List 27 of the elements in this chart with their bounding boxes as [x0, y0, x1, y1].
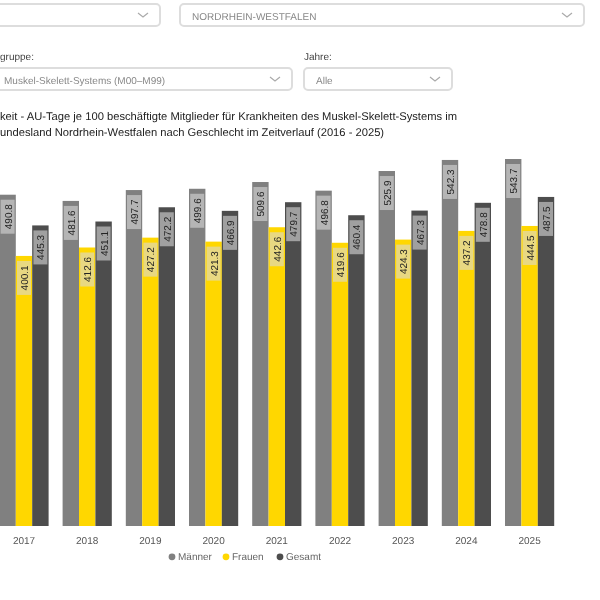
bar	[79, 247, 96, 526]
bar	[395, 239, 412, 526]
bar	[458, 230, 475, 526]
bar	[189, 188, 206, 526]
bar	[378, 171, 395, 526]
bar	[411, 210, 428, 526]
bar	[474, 202, 491, 526]
bar	[142, 237, 159, 526]
bar	[521, 225, 538, 526]
bar	[268, 227, 285, 526]
bar	[221, 210, 239, 526]
bar	[441, 159, 459, 526]
bar	[252, 182, 269, 526]
bar	[15, 255, 33, 526]
bar	[0, 194, 16, 526]
bar	[315, 190, 332, 526]
bar	[348, 215, 365, 526]
bar	[62, 200, 79, 526]
bar	[537, 196, 555, 526]
bar	[331, 242, 349, 526]
bar	[285, 202, 302, 526]
bar	[205, 241, 222, 526]
bar	[125, 190, 143, 526]
bar	[95, 221, 112, 526]
bar	[32, 225, 49, 526]
bar	[505, 159, 522, 526]
bar	[158, 207, 175, 526]
